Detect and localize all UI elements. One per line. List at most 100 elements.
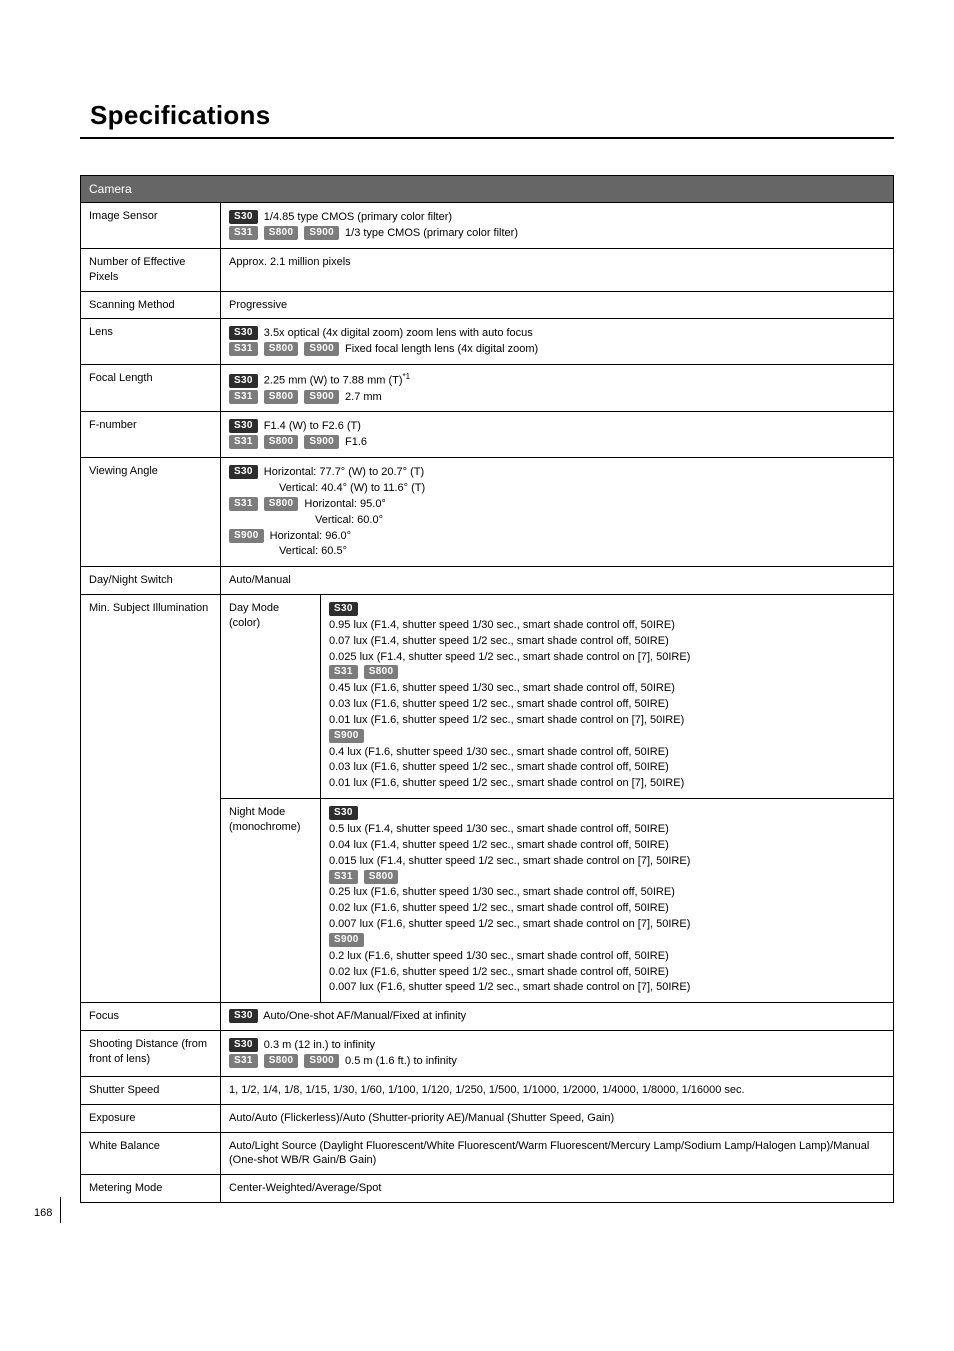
row-label: Shutter Speed [81,1076,221,1104]
table-row: Number of Effective Pixels Approx. 2.1 m… [81,248,894,291]
text: Vertical: 60.5° [229,544,885,559]
badge-s900: S900 [329,729,364,743]
table-row: Min. Subject Illumination Day Mode (colo… [81,595,894,799]
text: 0.2 lux (F1.6, shutter speed 1/30 sec., … [329,949,885,964]
row-value: Auto/Light Source (Daylight Fluorescent/… [221,1132,894,1175]
row-value: Progressive [221,291,894,319]
text: Vertical: 40.4° (W) to 11.6° (T) [229,481,885,496]
badge-s800: S800 [364,665,399,679]
text: 0.45 lux (F1.6, shutter speed 1/30 sec.,… [329,681,885,696]
text: 0.007 lux (F1.6, shutter speed 1/2 sec.,… [329,980,885,995]
row-label: Focal Length [81,365,221,412]
spec-table: Camera Image Sensor S30 1/4.85 type CMOS… [80,175,894,1203]
badge-s900: S900 [229,529,264,543]
table-row: Scanning Method Progressive [81,291,894,319]
row-value: S30 0.3 m (12 in.) to infinity S31 S800 … [221,1031,894,1077]
row-value: Approx. 2.1 million pixels [221,248,894,291]
text: 0.25 lux (F1.6, shutter speed 1/30 sec.,… [329,885,885,900]
badge-s900: S900 [304,226,339,240]
text: 2.7 mm [345,391,382,403]
row-value: Auto/Manual [221,567,894,595]
badge-s800: S800 [264,435,299,449]
table-row: F-number S30 F1.4 (W) to F2.6 (T) S31 S8… [81,412,894,458]
row-value: S30 1/4.85 type CMOS (primary color filt… [221,203,894,249]
table-row: Focal Length S30 2.25 mm (W) to 7.88 mm … [81,365,894,412]
table-row: Focus S30 Auto/One-shot AF/Manual/Fixed … [81,1003,894,1031]
table-row: White Balance Auto/Light Source (Dayligh… [81,1132,894,1175]
page-number: 168 [34,1207,52,1219]
badge-s800: S800 [264,390,299,404]
text: 1/4.85 type CMOS (primary color filter) [264,211,452,223]
row-label: Viewing Angle [81,458,221,567]
section-camera: Camera [81,176,894,203]
row-sublabel: Night Mode (monochrome) [221,799,321,1003]
row-label: Image Sensor [81,203,221,249]
row-value: S30 Auto/One-shot AF/Manual/Fixed at inf… [221,1003,894,1031]
row-value: S30 0.5 lux (F1.4, shutter speed 1/30 se… [321,799,894,1003]
table-row: Viewing Angle S30 Horizontal: 77.7° (W) … [81,458,894,567]
page-divider-icon [60,1197,61,1223]
badge-s30: S30 [229,374,258,388]
footnote-mark: *1 [403,372,411,381]
row-value: S30 F1.4 (W) to F2.6 (T) S31 S800 S900 F… [221,412,894,458]
badge-s31: S31 [229,390,258,404]
badge-s30: S30 [329,806,358,820]
text: 0.95 lux (F1.4, shutter speed 1/30 sec.,… [329,618,885,633]
row-value: S30 Horizontal: 77.7° (W) to 20.7° (T) V… [221,458,894,567]
text: F1.4 (W) to F2.6 (T) [264,420,361,432]
badge-s30: S30 [329,602,358,616]
badge-s30: S30 [229,1038,258,1052]
row-value: S30 2.25 mm (W) to 7.88 mm (T)*1 S31 S80… [221,365,894,412]
text: Horizontal: 96.0° [270,530,351,542]
row-label: Scanning Method [81,291,221,319]
badge-s800: S800 [264,226,299,240]
row-label: Number of Effective Pixels [81,248,221,291]
title-bar: Specifications [80,100,894,139]
row-value: 1, 1/2, 1/4, 1/8, 1/15, 1/30, 1/60, 1/10… [221,1076,894,1104]
badge-s31: S31 [229,497,258,511]
row-sublabel: Day Mode (color) [221,595,321,799]
text: 2.25 mm (W) to 7.88 mm (T) [264,375,403,387]
text: 0.3 m (12 in.) to infinity [264,1039,375,1051]
text: 0.007 lux (F1.6, shutter speed 1/2 sec.,… [329,917,885,932]
row-label: Min. Subject Illumination [81,595,221,1003]
text: 0.4 lux (F1.6, shutter speed 1/30 sec., … [329,745,885,760]
badge-s800: S800 [264,497,299,511]
badge-s31: S31 [229,226,258,240]
badge-s800: S800 [264,1054,299,1068]
text: F1.6 [345,436,367,448]
badge-s900: S900 [304,1054,339,1068]
table-row: Image Sensor S30 1/4.85 type CMOS (prima… [81,203,894,249]
badge-s31: S31 [229,1054,258,1068]
badge-s31: S31 [329,665,358,679]
text: 0.07 lux (F1.4, shutter speed 1/2 sec., … [329,634,885,649]
badge-s900: S900 [329,933,364,947]
badge-s30: S30 [229,465,258,479]
table-row: Exposure Auto/Auto (Flickerless)/Auto (S… [81,1104,894,1132]
badge-s900: S900 [304,390,339,404]
text: 0.02 lux (F1.6, shutter speed 1/2 sec., … [329,965,885,980]
text: 1/3 type CMOS (primary color filter) [345,227,518,239]
table-row: Shooting Distance (from front of lens) S… [81,1031,894,1077]
badge-s30: S30 [229,326,258,340]
text: Fixed focal length lens (4x digital zoom… [345,343,538,355]
text: Auto/One-shot AF/Manual/Fixed at infinit… [263,1010,466,1022]
text: 0.025 lux (F1.4, shutter speed 1/2 sec.,… [329,650,885,665]
badge-s800: S800 [264,342,299,356]
badge-s900: S900 [304,342,339,356]
text: 0.03 lux (F1.6, shutter speed 1/2 sec., … [329,697,885,712]
page-title: Specifications [90,100,270,130]
text: Vertical: 60.0° [229,513,885,528]
badge-s31: S31 [229,435,258,449]
table-row: Day/Night Switch Auto/Manual [81,567,894,595]
row-value: Auto/Auto (Flickerless)/Auto (Shutter-pr… [221,1104,894,1132]
text: 0.02 lux (F1.6, shutter speed 1/2 sec., … [329,901,885,916]
row-label: Exposure [81,1104,221,1132]
row-label: Day/Night Switch [81,567,221,595]
section-camera-label: Camera [81,176,894,203]
text: 3.5x optical (4x digital zoom) zoom lens… [264,327,533,339]
badge-s30: S30 [229,210,258,224]
text: 0.015 lux (F1.4, shutter speed 1/2 sec.,… [329,854,885,869]
table-row: Shutter Speed 1, 1/2, 1/4, 1/8, 1/15, 1/… [81,1076,894,1104]
table-row: Lens S30 3.5x optical (4x digital zoom) … [81,319,894,365]
